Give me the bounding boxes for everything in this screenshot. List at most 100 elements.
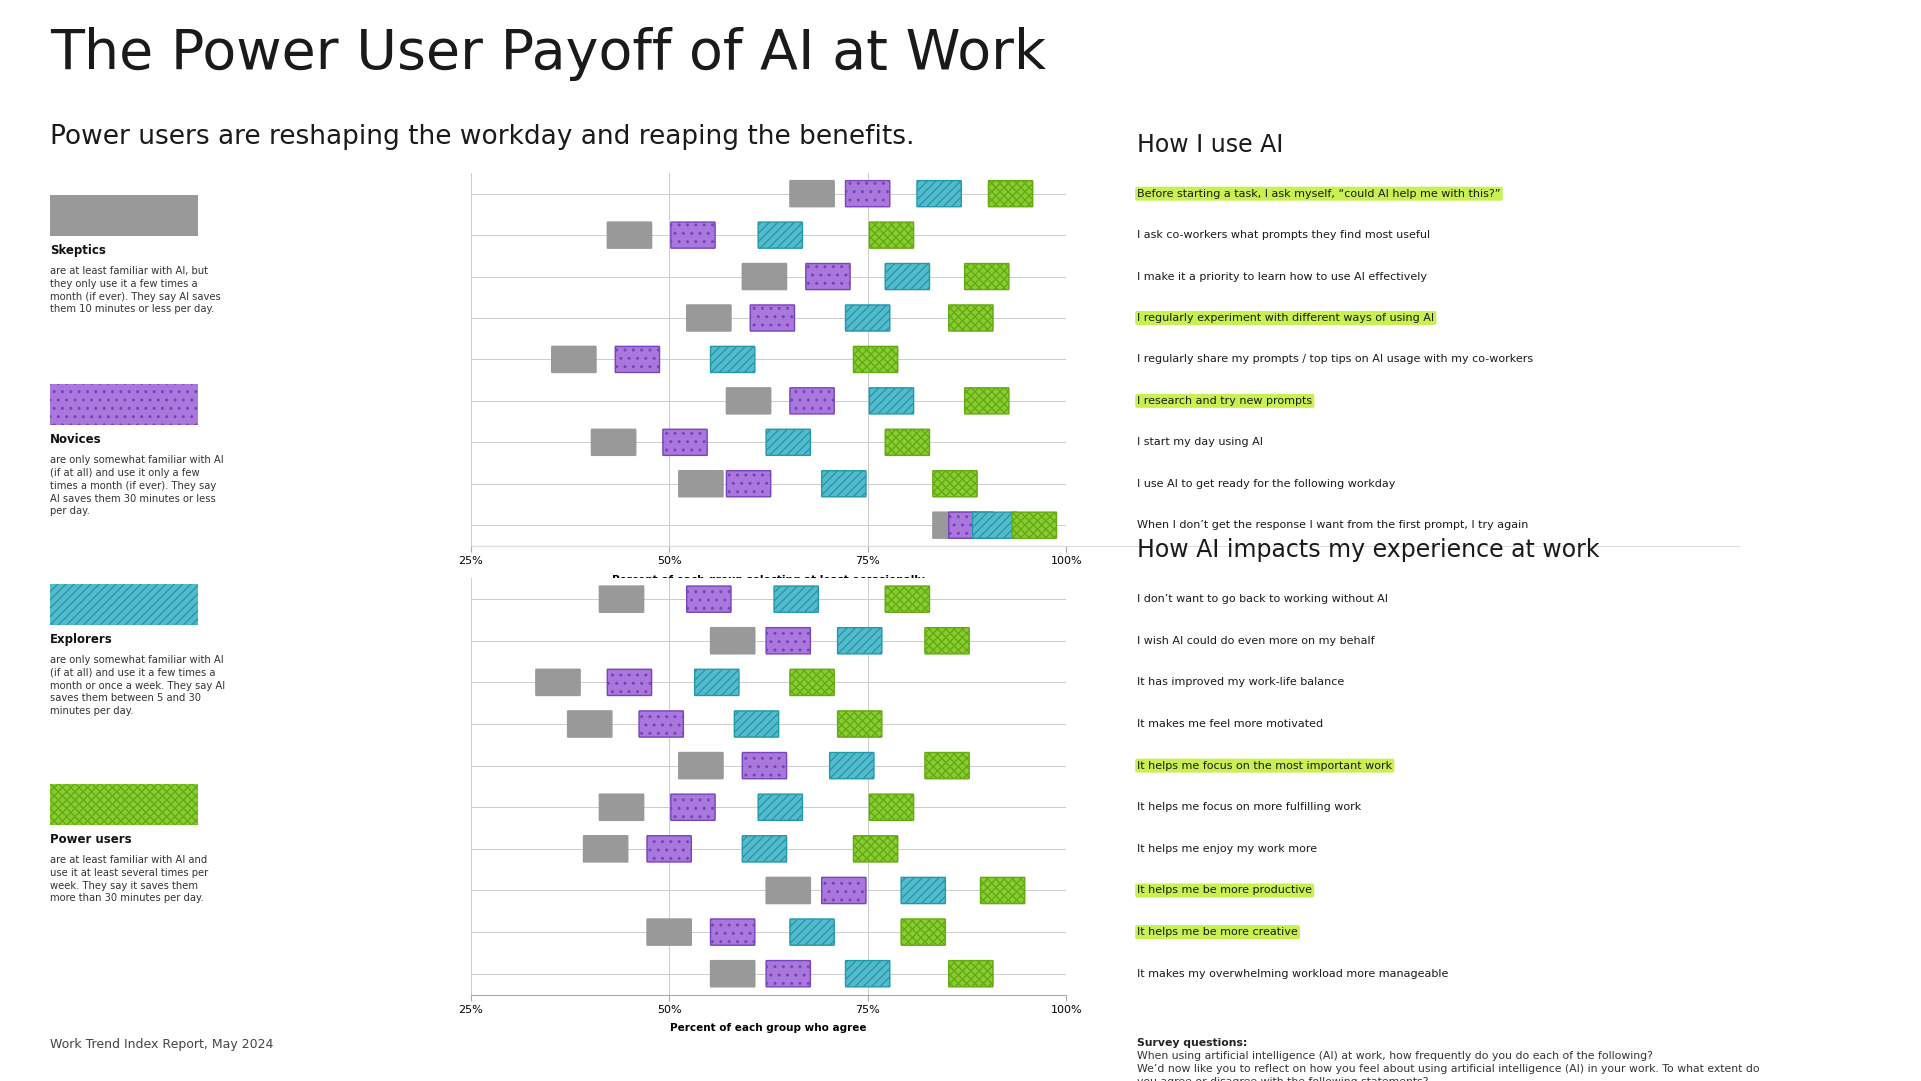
Text: are at least familiar with AI and
use it at least several times per
week. They s: are at least familiar with AI and use it… [50, 855, 207, 904]
FancyBboxPatch shape [536, 669, 580, 695]
FancyBboxPatch shape [686, 305, 732, 331]
Text: It helps me be more productive: It helps me be more productive [1137, 885, 1312, 895]
Text: It makes me feel more motivated: It makes me feel more motivated [1137, 719, 1324, 729]
FancyBboxPatch shape [607, 669, 651, 695]
Text: I wish AI could do even more on my behalf: I wish AI could do even more on my behal… [1137, 636, 1375, 645]
FancyBboxPatch shape [607, 222, 651, 249]
Text: How I use AI: How I use AI [1137, 133, 1283, 157]
Text: When I don’t get the response I want from the first prompt, I try again: When I don’t get the response I want fro… [1137, 520, 1529, 530]
FancyBboxPatch shape [853, 836, 897, 862]
Text: It helps me focus on more fulfilling work: It helps me focus on more fulfilling wor… [1137, 802, 1362, 812]
Text: Explorers: Explorers [50, 633, 113, 646]
Text: Skeptics: Skeptics [50, 244, 106, 257]
FancyBboxPatch shape [766, 429, 811, 455]
Text: I ask co-workers what prompts they find most useful: I ask co-workers what prompts they find … [1137, 230, 1431, 240]
FancyBboxPatch shape [790, 181, 834, 206]
FancyBboxPatch shape [35, 383, 213, 426]
Text: are only somewhat familiar with AI
(if at all) and use it a few times a
month or: are only somewhat familiar with AI (if a… [50, 655, 225, 717]
Text: How AI impacts my experience at work: How AI impacts my experience at work [1137, 538, 1600, 562]
FancyBboxPatch shape [845, 181, 889, 206]
FancyBboxPatch shape [774, 586, 818, 612]
FancyBboxPatch shape [822, 878, 866, 904]
FancyBboxPatch shape [711, 961, 755, 987]
FancyBboxPatch shape [726, 470, 770, 497]
Text: When using artificial intelligence (AI) at work, how frequently do you do each o: When using artificial intelligence (AI) … [1137, 1038, 1760, 1081]
FancyBboxPatch shape [822, 470, 866, 497]
FancyBboxPatch shape [924, 752, 970, 778]
FancyBboxPatch shape [663, 429, 707, 455]
FancyBboxPatch shape [805, 264, 851, 290]
Text: I research and try new prompts: I research and try new prompts [1137, 396, 1312, 405]
FancyBboxPatch shape [711, 628, 755, 654]
FancyBboxPatch shape [615, 346, 659, 373]
FancyBboxPatch shape [766, 628, 811, 654]
FancyBboxPatch shape [924, 628, 970, 654]
FancyBboxPatch shape [964, 388, 1009, 414]
FancyBboxPatch shape [838, 711, 882, 737]
FancyBboxPatch shape [949, 961, 993, 987]
FancyBboxPatch shape [695, 669, 740, 695]
FancyBboxPatch shape [742, 264, 786, 290]
FancyBboxPatch shape [830, 752, 874, 778]
Text: I regularly experiment with different ways of using AI: I regularly experiment with different wa… [1137, 313, 1435, 323]
Text: are only somewhat familiar with AI
(if at all) and use it only a few
times a mon: are only somewhat familiar with AI (if a… [50, 455, 223, 517]
FancyBboxPatch shape [647, 836, 692, 862]
FancyBboxPatch shape [640, 711, 684, 737]
Text: Survey questions:: Survey questions: [1137, 1038, 1247, 1047]
FancyBboxPatch shape [567, 711, 613, 737]
FancyBboxPatch shape [790, 669, 834, 695]
Text: I use AI to get ready for the following workday: I use AI to get ready for the following … [1137, 479, 1397, 489]
FancyBboxPatch shape [845, 305, 889, 331]
Text: It helps me enjoy my work more: It helps me enjoy my work more [1137, 844, 1318, 854]
FancyBboxPatch shape [980, 878, 1024, 904]
FancyBboxPatch shape [790, 919, 834, 945]
Text: Power users are reshaping the workday and reaping the benefits.: Power users are reshaping the workday an… [50, 124, 914, 150]
FancyBboxPatch shape [759, 795, 803, 820]
FancyBboxPatch shape [726, 388, 770, 414]
FancyBboxPatch shape [964, 264, 1009, 290]
FancyBboxPatch shape [972, 512, 1016, 538]
Text: It helps me be more creative: It helps me be more creative [1137, 927, 1299, 937]
FancyBboxPatch shape [934, 470, 978, 497]
FancyBboxPatch shape [35, 583, 213, 626]
FancyBboxPatch shape [886, 429, 930, 455]
Text: It helps me focus on the most important work: It helps me focus on the most important … [1137, 761, 1393, 771]
Text: I make it a priority to learn how to use AI effectively: I make it a priority to learn how to use… [1137, 271, 1427, 281]
Text: I don’t want to go back to working without AI: I don’t want to go back to working witho… [1137, 595, 1389, 604]
FancyBboxPatch shape [592, 429, 636, 455]
FancyBboxPatch shape [989, 181, 1033, 206]
FancyBboxPatch shape [759, 222, 803, 249]
Text: It makes my overwhelming workload more manageable: It makes my overwhelming workload more m… [1137, 969, 1448, 978]
Text: Novices: Novices [50, 433, 102, 446]
FancyBboxPatch shape [949, 305, 993, 331]
FancyBboxPatch shape [551, 346, 596, 373]
FancyBboxPatch shape [886, 586, 930, 612]
Text: I regularly share my prompts / top tips on AI usage with my co-workers: I regularly share my prompts / top tips … [1137, 355, 1533, 364]
Text: Power users: Power users [50, 833, 131, 846]
Text: Work Trend Index Report, May 2024: Work Trend Index Report, May 2024 [50, 1038, 273, 1051]
FancyBboxPatch shape [678, 470, 722, 497]
Text: are at least familiar with AI, but
they only use it a few times a
month (if ever: are at least familiar with AI, but they … [50, 266, 221, 315]
FancyBboxPatch shape [845, 961, 889, 987]
FancyBboxPatch shape [647, 919, 692, 945]
X-axis label: Percent of each group who agree: Percent of each group who agree [670, 1024, 866, 1033]
Text: Before starting a task, I ask myself, “could AI help me with this?”: Before starting a task, I ask myself, “c… [1137, 189, 1500, 199]
FancyBboxPatch shape [901, 878, 945, 904]
FancyBboxPatch shape [870, 222, 914, 249]
FancyBboxPatch shape [870, 795, 914, 820]
FancyBboxPatch shape [599, 795, 644, 820]
FancyBboxPatch shape [838, 628, 882, 654]
Text: The Power User Payoff of AI at Work: The Power User Payoff of AI at Work [50, 27, 1047, 81]
X-axis label: Percent of each group selecting at least occasionally: Percent of each group selecting at least… [613, 575, 924, 585]
FancyBboxPatch shape [790, 388, 834, 414]
FancyBboxPatch shape [35, 783, 213, 826]
FancyBboxPatch shape [916, 181, 960, 206]
FancyBboxPatch shape [742, 836, 786, 862]
FancyBboxPatch shape [35, 193, 213, 237]
FancyBboxPatch shape [670, 222, 715, 249]
FancyBboxPatch shape [934, 512, 978, 538]
FancyBboxPatch shape [766, 961, 811, 987]
FancyBboxPatch shape [678, 752, 722, 778]
FancyBboxPatch shape [901, 919, 945, 945]
Text: It has improved my work-life balance: It has improved my work-life balance [1137, 678, 1345, 688]
